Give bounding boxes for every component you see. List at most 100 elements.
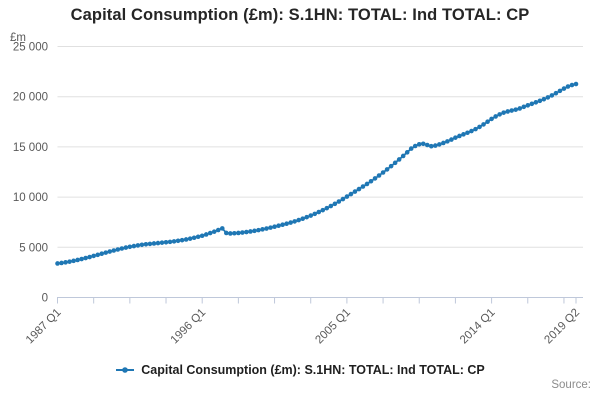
data-point [155,240,161,246]
data-point [203,232,209,237]
data-point [420,141,426,147]
data-point [300,216,305,221]
x-axis-tick-label: 2014 Q1 [458,307,498,347]
data-point [509,108,514,113]
data-point [224,230,229,236]
y-axis-tick-label: 10 000 [13,192,48,204]
data-point [75,257,80,263]
x-axis-tick-label: 2019 Q2 [542,307,582,347]
data-point [505,109,510,114]
data-point [135,243,141,248]
data-point [477,124,482,130]
data-point [433,143,438,148]
data-point [147,241,153,247]
data-point [441,140,446,146]
data-point [429,143,434,149]
data-point [513,107,519,112]
data-point [171,239,177,244]
data-point [465,130,470,136]
data-point [380,170,386,175]
data-point [408,146,414,151]
data-point [63,260,68,265]
data-point [449,137,454,142]
data-point [328,203,334,209]
data-point [264,226,269,231]
data-point [268,225,273,230]
data-point [83,255,88,261]
legend-item[interactable]: Capital Consumption (£m): S.1HN: TOTAL: … [0,363,600,377]
data-point [244,229,249,235]
x-axis-tick-label: 1987 Q1 [24,307,64,347]
data-point [139,242,145,248]
data-point [396,157,402,162]
data-point [232,230,237,236]
data-point [103,250,109,255]
y-axis-unit-label: £m [10,32,26,44]
data-point [489,116,494,122]
source-label: Source: [551,379,591,391]
data-point [292,219,297,224]
data-point [107,249,113,254]
data-point [348,191,354,197]
data-point [111,248,117,253]
data-point [320,207,326,213]
data-point [288,220,293,225]
series-capital-consumption[interactable] [55,81,579,266]
data-point [424,142,430,148]
data-point [360,184,366,189]
data-point [364,181,370,187]
data-point [356,186,362,192]
data-point [485,119,490,124]
data-point [497,112,502,117]
data-point [569,82,575,88]
data-point [368,178,374,184]
data-point [404,150,410,155]
data-point [151,241,157,246]
data-point [179,237,185,243]
data-point [573,81,579,87]
data-point [372,176,378,181]
data-point [340,196,346,202]
data-point [541,96,547,102]
data-point [252,228,257,234]
chart-title: Capital Consumption (£m): S.1HN: TOTAL: … [70,6,530,24]
data-point [115,247,121,252]
data-point [284,221,289,227]
data-point [416,141,422,147]
data-point [272,224,277,230]
data-point [219,226,225,231]
data-point [87,254,92,260]
data-point [175,238,181,244]
data-point [461,132,466,137]
data-point [517,106,523,111]
data-point [195,234,201,240]
data-point [557,88,563,94]
data-point [437,142,442,147]
data-point [493,114,498,119]
data-point [481,122,486,127]
data-point [549,93,555,98]
data-point [469,128,474,134]
data-point [312,211,318,217]
data-point [308,213,314,218]
data-point [561,86,567,91]
data-point [236,230,241,236]
data-point [336,199,342,204]
data-point [207,230,213,236]
data-point [473,126,478,132]
data-point [228,231,233,236]
series-line [57,83,577,265]
data-point [95,252,100,258]
data-point [316,209,322,215]
x-axis-tick-label: 1996 Q1 [169,307,209,347]
data-point [352,189,358,194]
data-point [553,90,559,96]
data-point [187,236,193,241]
data-point [67,259,72,264]
data-point [304,214,310,220]
data-point [159,240,165,245]
data-point [545,95,551,100]
data-point [392,160,398,166]
data-point [143,241,149,247]
data-point [163,239,169,245]
